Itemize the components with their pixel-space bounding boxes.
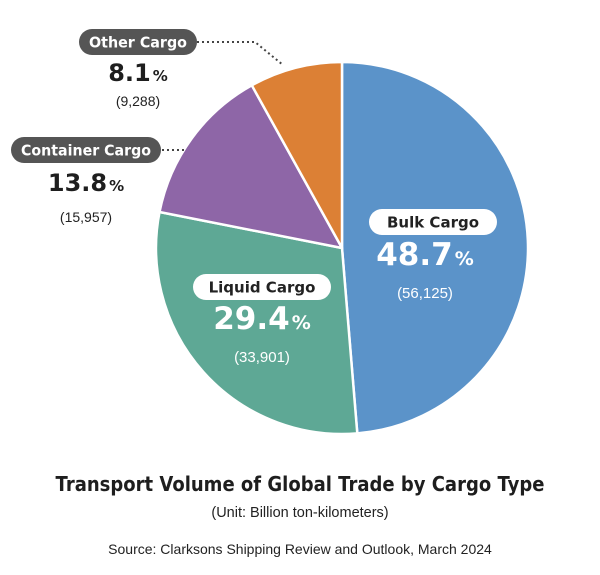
slice-value-other-cargo: (9,288) bbox=[116, 93, 160, 109]
pie-slices bbox=[154, 60, 530, 436]
slice-label-bulk-cargo: Bulk Cargo bbox=[387, 214, 479, 232]
pie-slice-liquid-cargo bbox=[154, 210, 359, 436]
slice-percent-container-cargo: 13.8% bbox=[48, 169, 124, 197]
chart-unit-note: (Unit: Billion ton-kilometers) bbox=[211, 505, 389, 521]
slice-value-liquid-cargo: (33,901) bbox=[234, 349, 290, 366]
slice-value-container-cargo: (15,957) bbox=[60, 209, 112, 225]
pie-slice-other-cargo bbox=[250, 60, 344, 250]
leader-line-other-cargo bbox=[197, 41, 284, 66]
pill-bulk-cargo bbox=[369, 209, 497, 235]
pill-liquid-cargo bbox=[193, 274, 331, 300]
pie-slice-bulk-cargo bbox=[340, 60, 530, 435]
pill-other-cargo bbox=[79, 29, 197, 55]
slice-percent-bulk-cargo: 48.7% bbox=[376, 237, 474, 273]
slice-percent-other-cargo: 8.1% bbox=[108, 59, 168, 87]
slice-labels: Bulk Cargo 48.7 % (56,125) Liquid Cargo 29.4%… bbox=[11, 29, 497, 366]
pie-slice-container-cargo bbox=[158, 84, 344, 250]
slice-label-liquid-cargo: Liquid Cargo bbox=[209, 279, 316, 297]
slice-value-bulk-cargo: (56,125) bbox=[397, 285, 453, 302]
chart-title: Transport Volume of Global Trade by Carg… bbox=[55, 472, 545, 496]
slice-percent-liquid-cargo: 29.4% bbox=[213, 301, 311, 337]
pill-container-cargo bbox=[11, 137, 161, 163]
slice-label-other-cargo: Other Cargo bbox=[89, 34, 187, 52]
chart-source: Source: Clarksons Shipping Review and Ou… bbox=[108, 541, 492, 557]
slice-label-container-cargo: Container Cargo bbox=[21, 142, 151, 160]
